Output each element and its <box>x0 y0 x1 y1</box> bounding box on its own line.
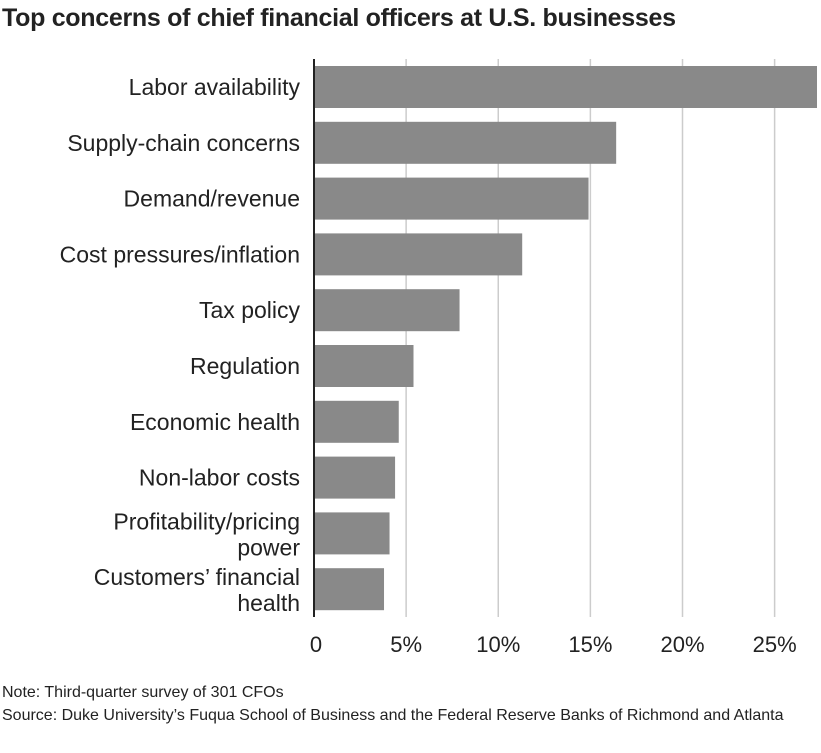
category-label-9: Customers’ financial health <box>94 564 300 616</box>
category-label-3: Cost pressures/inflation <box>60 241 300 267</box>
category-label-0: Labor availability <box>129 74 301 100</box>
x-tick-label-5: 25% <box>753 632 797 657</box>
bar-2 <box>314 178 589 220</box>
x-tick-label-4: 20% <box>660 632 704 657</box>
chart-note: Note: Third-quarter survey of 301 CFOs <box>2 682 817 704</box>
category-label-1: Supply-chain concerns <box>67 130 300 156</box>
bar-1 <box>314 122 616 164</box>
category-label-2: Demand/revenue <box>124 186 300 212</box>
bar-chart: Labor availability Supply-chain concerns D… <box>0 0 821 680</box>
bar-3 <box>314 233 522 275</box>
bar-6 <box>314 401 399 443</box>
bar-5 <box>314 345 413 387</box>
bar-9 <box>314 568 384 610</box>
x-tick-label-2: 10% <box>476 632 520 657</box>
bar-8 <box>314 512 390 554</box>
category-label-8: Profitability/pricing power <box>113 508 300 560</box>
category-label-7: Non-labor costs <box>139 465 300 491</box>
bar-7 <box>314 457 395 499</box>
x-tick-label-0: 0 <box>310 632 322 657</box>
category-label-6: Economic health <box>130 409 300 435</box>
x-tick-label-1: 5% <box>390 632 422 657</box>
category-label-4: Tax policy <box>199 297 300 323</box>
category-label-5: Regulation <box>190 353 300 379</box>
chart-source: Source: Duke University’s Fuqua School o… <box>2 705 817 727</box>
bar-0 <box>314 66 817 108</box>
x-tick-label-3: 15% <box>568 632 612 657</box>
bar-4 <box>314 289 460 331</box>
